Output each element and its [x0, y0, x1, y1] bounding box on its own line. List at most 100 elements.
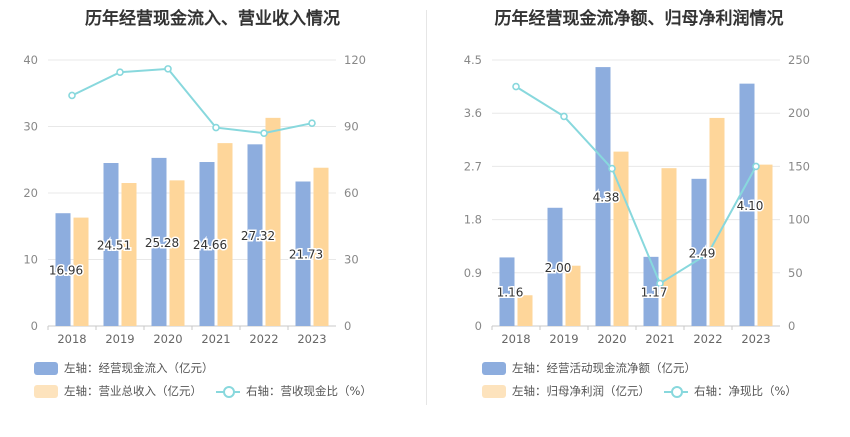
legend-swatch: [34, 361, 58, 375]
legend-item-net-profit[interactable]: 左轴：归母净利润（亿元）: [482, 383, 650, 399]
line-point: [704, 249, 712, 258]
line-point: [656, 279, 664, 288]
bar-series-1: [595, 67, 611, 327]
bar-series-1: [247, 144, 263, 326]
x-tick-label: 2019: [549, 332, 578, 346]
legend-label: 左轴：经营活动现金流净额（亿元）: [512, 361, 696, 375]
bar-series-2: [121, 183, 137, 326]
legend-label: 左轴：归母净利润（亿元）: [512, 384, 650, 398]
x-tick-label: 2022: [249, 332, 278, 346]
combo-chart: 0 0 0.9 50 1.8 100 2.7 150 3.6 200 4.5 250 2018 2019 2…: [464, 53, 810, 346]
line-point: [116, 68, 124, 76]
legend-label: 右轴：营收现金比（%）: [246, 384, 372, 398]
x-tick-label: 2018: [501, 332, 530, 346]
y-tick-label-left: 0.9: [464, 266, 482, 280]
bar-series-2: [313, 167, 329, 326]
x-tick-label: 2018: [57, 332, 86, 346]
legend-item-revenue[interactable]: 左轴：营业总收入（亿元）: [34, 383, 202, 399]
y-tick-label-left: 0: [31, 319, 38, 333]
legend-swatch: [664, 385, 688, 398]
data-label: 2.49: [689, 246, 716, 260]
bar-series-2: [709, 117, 725, 326]
y-tick-label-left: 30: [23, 120, 38, 134]
chart-title: 历年经营现金流净额、归母净利润情况: [494, 9, 784, 29]
bar-series-2: [265, 117, 281, 326]
bar-series-2: [757, 164, 773, 326]
line-point: [308, 119, 316, 127]
bar-series-2: [613, 151, 629, 326]
legend-item-cash-inflow[interactable]: 左轴：经营现金流入（亿元）: [34, 360, 214, 376]
bar-series-2: [217, 143, 233, 326]
y-tick-label-left: 0: [475, 319, 482, 333]
legend-label: 左轴：营业总收入（亿元）: [64, 384, 202, 398]
chart-panel-left: 历年经营现金流入、营业收入情况 0 0 10 30 20 60 30 90 40 120 2018 2…: [23, 9, 372, 399]
bar-series-2: [73, 217, 89, 326]
y-tick-label-left: 2.7: [464, 159, 482, 173]
line-point: [608, 164, 616, 173]
data-label: 21.73: [289, 248, 323, 262]
y-tick-label-left: 40: [23, 53, 38, 67]
combo-chart: 0 0 10 30 20 60 30 90 40 120 2018 2019 2020 2021 2022 2…: [23, 53, 366, 346]
legend-item-net-cash-flow[interactable]: 左轴：经营活动现金流净额（亿元）: [482, 360, 696, 376]
bar-series-2: [661, 168, 677, 326]
panel-divider: [426, 10, 427, 405]
x-tick-label: 2019: [105, 332, 134, 346]
data-label: 1.16: [497, 286, 524, 300]
y-tick-label-right: 200: [788, 106, 810, 120]
legend-swatch: [34, 384, 58, 398]
chart-title: 历年经营现金流入、营业收入情况: [85, 9, 340, 29]
legend-swatch: [216, 385, 240, 398]
bar-series-1: [739, 83, 755, 327]
y-tick-label-right: 60: [344, 186, 359, 200]
y-tick-label-right: 0: [344, 319, 351, 333]
y-tick-label-left: 10: [23, 253, 38, 267]
data-label: 4.38: [593, 191, 620, 205]
line-point: [260, 129, 268, 137]
bar-series-1: [691, 178, 707, 326]
bar-series-1: [643, 256, 659, 326]
line-point: [164, 65, 172, 73]
legend-item-cash-ratio[interactable]: 右轴：营收现金比（%）: [216, 383, 372, 399]
bar-series-1: [199, 162, 215, 326]
y-tick-label-left: 1.8: [464, 213, 482, 227]
y-tick-label-right: 30: [344, 253, 359, 267]
legend-label: 左轴：经营现金流入（亿元）: [64, 361, 214, 375]
x-tick-label: 2021: [645, 332, 674, 346]
line-point: [68, 91, 76, 100]
legend-swatch: [482, 361, 506, 375]
bar-series-1: [151, 157, 167, 326]
bar-series-1: [295, 181, 311, 326]
legend-swatch: [482, 384, 506, 398]
bar-series-1: [499, 257, 515, 326]
bar-series-2: [169, 180, 185, 326]
y-tick-label-left: 3.6: [464, 106, 482, 120]
bar-series-1: [103, 163, 119, 326]
line-series: [515, 85, 757, 285]
bar-series-1: [55, 213, 71, 326]
data-label: 24.66: [193, 238, 227, 252]
bar-series-2: [565, 265, 581, 326]
legend-label: 右轴：净现比（%）: [694, 384, 797, 398]
data-label: 2.00: [545, 261, 572, 275]
y-tick-label-left: 20: [23, 186, 38, 200]
data-label: 1.17: [641, 285, 668, 299]
y-tick-label-right: 50: [788, 266, 803, 280]
line-point: [752, 162, 760, 171]
data-label: 24.51: [97, 239, 131, 253]
line-point: [512, 82, 520, 91]
x-tick-label: 2023: [297, 332, 326, 346]
data-label: 27.32: [241, 229, 275, 243]
y-tick-label-left: 4.5: [464, 53, 482, 67]
data-label: 25.28: [145, 236, 179, 250]
y-tick-label-right: 120: [344, 53, 366, 67]
legend-item-net-cash-ratio[interactable]: 右轴：净现比（%）: [664, 383, 797, 399]
y-tick-label-right: 0: [788, 319, 795, 333]
y-tick-label-right: 90: [344, 120, 359, 134]
bar-series-2: [517, 295, 533, 326]
bar-series-1: [547, 207, 563, 326]
x-tick-label: 2020: [597, 332, 626, 346]
y-tick-label-right: 250: [788, 53, 810, 67]
data-label: 4.10: [737, 199, 764, 213]
y-tick-label-right: 150: [788, 159, 810, 173]
y-tick-label-right: 100: [788, 213, 810, 227]
